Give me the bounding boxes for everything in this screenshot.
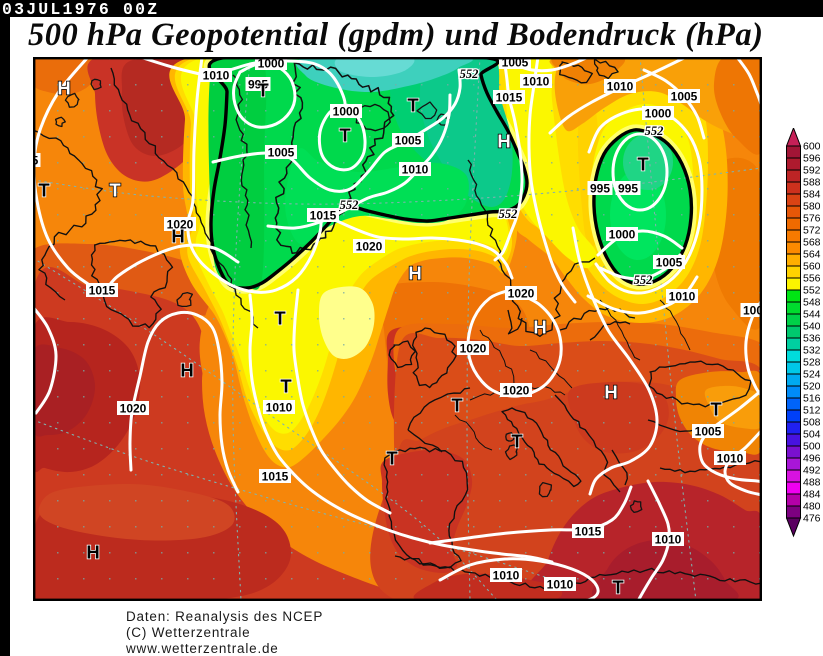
svg-text:500: 500 (803, 441, 821, 453)
svg-text:548: 548 (803, 297, 821, 309)
svg-text:1020: 1020 (460, 342, 487, 356)
svg-text:552: 552 (634, 273, 653, 287)
svg-text:572: 572 (803, 225, 821, 237)
svg-text:524: 524 (803, 369, 821, 381)
svg-text:552: 552 (499, 207, 518, 221)
svg-text:1005: 1005 (395, 134, 422, 148)
svg-text:T: T (280, 376, 292, 397)
svg-text:H: H (180, 360, 193, 381)
svg-text:552: 552 (340, 198, 359, 212)
svg-text:995: 995 (248, 78, 268, 92)
svg-text:588: 588 (803, 177, 821, 189)
svg-text:1015: 1015 (575, 525, 602, 539)
svg-text:1005: 1005 (656, 256, 683, 270)
svg-text:1015: 1015 (496, 91, 523, 105)
svg-text:5: 5 (33, 154, 39, 168)
svg-text:596: 596 (803, 153, 821, 165)
svg-text:H: H (497, 131, 510, 152)
svg-text:1020: 1020 (508, 287, 535, 301)
svg-text:516: 516 (803, 393, 821, 405)
svg-text:1015: 1015 (262, 470, 289, 484)
svg-text:1015: 1015 (310, 209, 337, 223)
svg-text:600: 600 (803, 141, 821, 153)
svg-text:1000: 1000 (333, 105, 360, 119)
svg-text:512: 512 (803, 405, 821, 417)
svg-text:T: T (38, 180, 50, 201)
svg-text:552: 552 (645, 124, 664, 138)
svg-text:1010: 1010 (547, 578, 574, 592)
svg-text:1005: 1005 (268, 146, 295, 160)
svg-text:T: T (612, 577, 624, 598)
svg-text:496: 496 (803, 453, 821, 465)
svg-text:1010: 1010 (717, 452, 744, 466)
svg-text:995: 995 (590, 182, 610, 196)
svg-text:1010: 1010 (523, 75, 550, 89)
svg-text:480: 480 (803, 501, 821, 513)
svg-text:584: 584 (803, 189, 821, 201)
svg-text:592: 592 (803, 165, 821, 177)
svg-text:H: H (604, 382, 617, 403)
svg-text:488: 488 (803, 477, 821, 489)
svg-text:T: T (511, 431, 523, 452)
svg-text:T: T (274, 308, 286, 329)
svg-text:560: 560 (803, 261, 821, 273)
svg-text:544: 544 (803, 309, 821, 321)
svg-text:504: 504 (803, 429, 821, 441)
svg-text:T: T (109, 180, 121, 201)
svg-text:995: 995 (618, 182, 638, 196)
svg-text:1020: 1020 (503, 384, 530, 398)
svg-text:508: 508 (803, 417, 821, 429)
svg-text:H: H (533, 317, 546, 338)
svg-text:580: 580 (803, 201, 821, 213)
svg-text:1020: 1020 (120, 402, 147, 416)
svg-text:T: T (451, 395, 463, 416)
svg-text:1000: 1000 (258, 57, 285, 71)
svg-text:T: T (407, 95, 419, 116)
svg-text:564: 564 (803, 249, 821, 261)
svg-text:T: T (710, 399, 722, 420)
svg-text:T: T (339, 125, 351, 146)
svg-text:H: H (57, 78, 70, 99)
svg-text:T: T (637, 154, 649, 175)
svg-text:1000: 1000 (609, 228, 636, 242)
svg-text:H: H (171, 226, 184, 247)
svg-text:1010: 1010 (669, 290, 696, 304)
svg-text:1020: 1020 (356, 240, 383, 254)
svg-text:536: 536 (803, 333, 821, 345)
svg-text:H: H (408, 263, 421, 284)
svg-text:552: 552 (460, 67, 479, 81)
svg-text:1010: 1010 (402, 163, 429, 177)
svg-text:528: 528 (803, 357, 821, 369)
svg-text:1010: 1010 (266, 401, 293, 415)
svg-text:1005: 1005 (695, 425, 722, 439)
svg-text:484: 484 (803, 489, 821, 501)
svg-text:1005: 1005 (502, 57, 529, 70)
svg-text:568: 568 (803, 237, 821, 249)
svg-text:T: T (386, 448, 398, 469)
svg-text:540: 540 (803, 321, 821, 333)
svg-text:576: 576 (803, 213, 821, 225)
svg-text:556: 556 (803, 273, 821, 285)
svg-text:520: 520 (803, 381, 821, 393)
svg-text:1015: 1015 (89, 284, 116, 298)
svg-text:1010: 1010 (203, 69, 230, 83)
svg-text:1005: 1005 (671, 90, 698, 104)
svg-text:100: 100 (743, 304, 762, 318)
svg-text:T: T (257, 80, 269, 101)
svg-text:H: H (86, 542, 99, 563)
svg-text:1010: 1010 (655, 533, 682, 547)
svg-text:1000: 1000 (645, 107, 672, 121)
svg-text:532: 532 (803, 345, 821, 357)
svg-text:1020: 1020 (167, 218, 194, 232)
svg-text:476: 476 (803, 513, 821, 525)
svg-text:1010: 1010 (607, 80, 634, 94)
svg-text:1010: 1010 (493, 569, 520, 583)
svg-text:492: 492 (803, 465, 821, 477)
svg-text:552: 552 (803, 285, 821, 297)
